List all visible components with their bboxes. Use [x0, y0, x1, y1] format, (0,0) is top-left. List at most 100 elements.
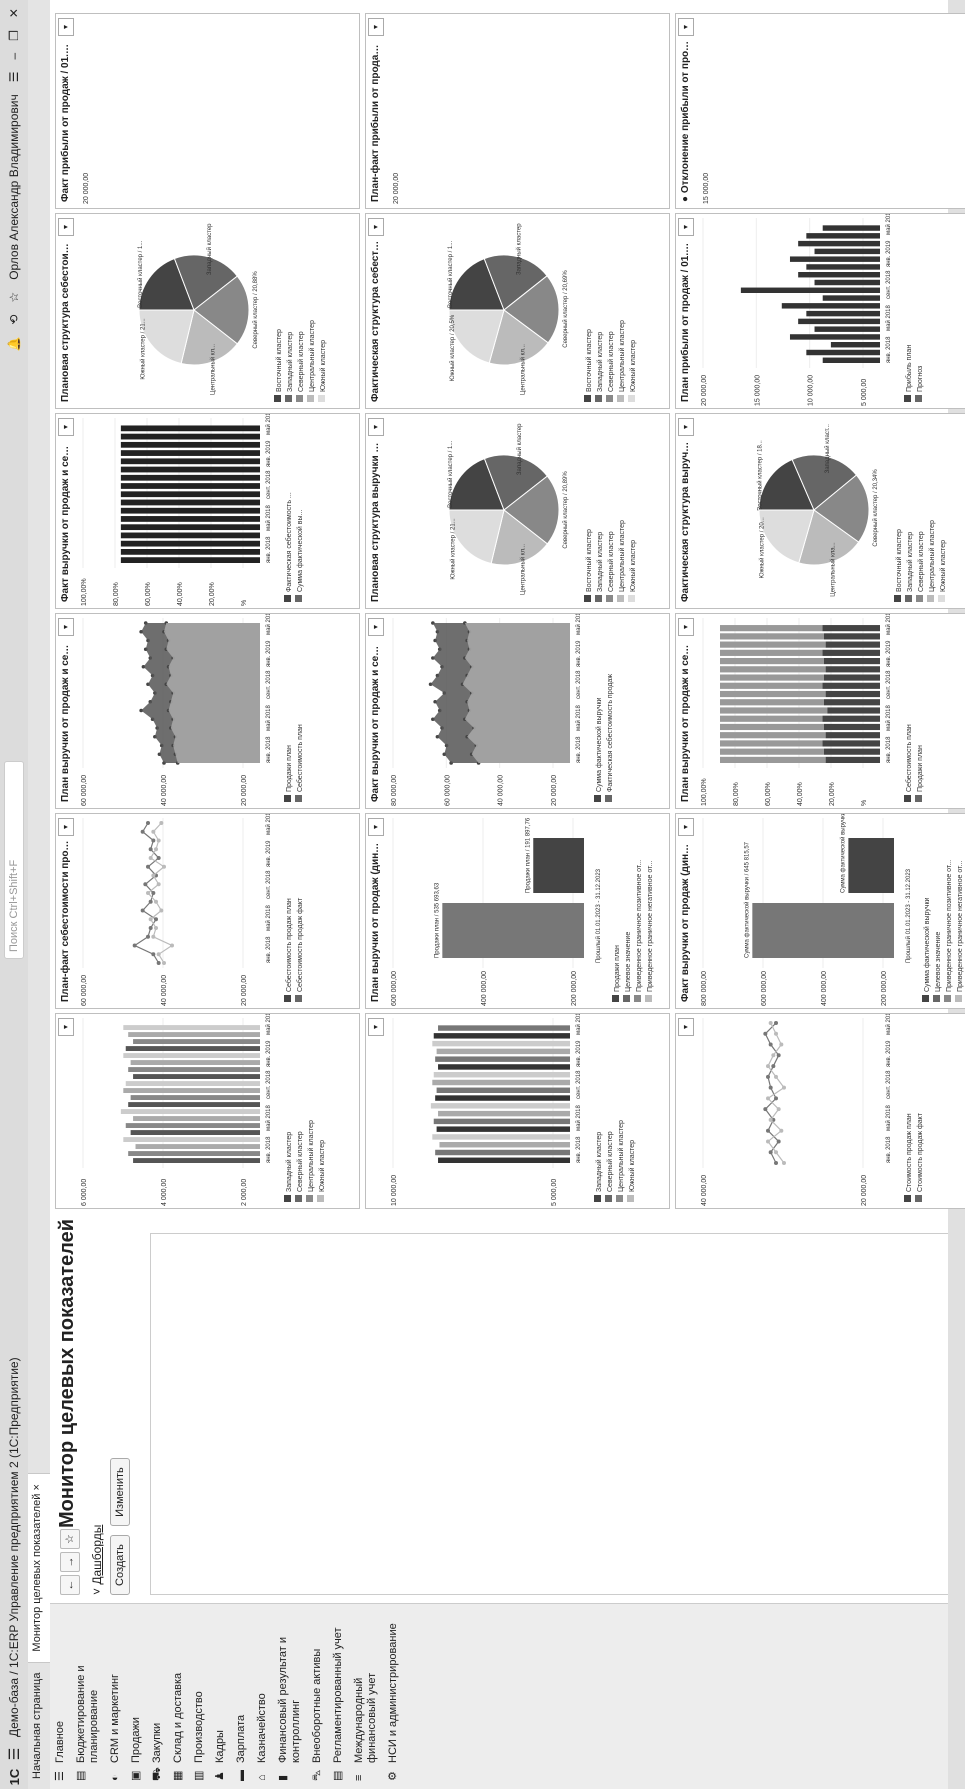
panel-menu-button[interactable]: ▾: [58, 818, 74, 836]
global-search-input[interactable]: Поиск Ctrl+Shift+F: [4, 761, 24, 959]
dashboards-list[interactable]: [150, 1233, 965, 1595]
panel-menu-button[interactable]: ▾: [58, 18, 74, 36]
dashboard-panel[interactable]: Факт выручки от продаж (динамика) / 31.1…: [675, 813, 965, 1009]
stack-segment: [825, 641, 881, 648]
dashboard-panel[interactable]: Факт прибыли от продаж / 01.01.2023 - 30…: [55, 13, 360, 209]
panel-menu-button[interactable]: ▾: [368, 818, 384, 836]
panel-menu-button[interactable]: ▾: [368, 18, 384, 36]
bar: [133, 1158, 260, 1163]
minimize-icon[interactable]: –: [7, 52, 21, 60]
panel-menu-button[interactable]: ▾: [678, 418, 694, 436]
create-button[interactable]: Создать: [110, 1535, 130, 1595]
panel-menu-button[interactable]: ▾: [678, 218, 694, 236]
legend-label: Себестоимость продаж план: [285, 898, 293, 992]
dashboard-panel[interactable]: План выручки от продаж и себестоимости (…: [675, 613, 965, 809]
bar: [814, 279, 880, 286]
sidebar-item-purchases[interactable]: ⛟ Закупки: [147, 1604, 168, 1789]
restore-icon[interactable]: ❐: [7, 30, 21, 41]
dashboard-panel[interactable]: ▾ 40 000,00 20 000,00 янв. 2018 май 2018 сент…: [675, 1013, 965, 1209]
dashboard-panel[interactable]: ● Отклонение прибыли от продаж / 01.01.2…: [675, 13, 965, 209]
star-icon[interactable]: ☆: [60, 1529, 80, 1549]
legend-swatch: [927, 595, 934, 602]
close-icon[interactable]: ✕: [7, 8, 21, 19]
sidebar-item-sales[interactable]: ▣ Продажи: [126, 1604, 147, 1789]
legend-swatch: [595, 595, 602, 602]
panel-menu-button[interactable]: ▾: [58, 618, 74, 636]
panel-menu-button[interactable]: ▾: [58, 218, 74, 236]
legend-swatch: [634, 995, 641, 1002]
panel-menu-button[interactable]: ▾: [678, 18, 694, 36]
dashboard-panel[interactable]: Факт выручки от продаж и себестоимости (…: [365, 613, 670, 809]
warehouse-icon: ▦: [172, 1770, 184, 1781]
dashboard-panel[interactable]: План-факт себестоимости продаж / 01.01.2…: [55, 813, 360, 1009]
sidebar-item-admin[interactable]: ⚙ НСИ и администрирование: [383, 1604, 404, 1789]
sidebar-item-salary[interactable]: ▬ Зарплата: [231, 1604, 252, 1789]
sidebar-item-reglament[interactable]: ▤ Регламентированный учет: [328, 1604, 349, 1789]
stack-segment: [824, 674, 880, 681]
dashboard-panel[interactable]: Фактическая структура выручки от продаж …: [675, 413, 965, 609]
dashboards-group-header[interactable]: ˅ Дашборды: [90, 1524, 104, 1595]
bar: [438, 1110, 570, 1117]
dashboard-panel[interactable]: Фактическая структура себестоимости прод…: [365, 213, 670, 409]
sidebar-item-finresult[interactable]: ▮ Финансовый результат и контроллинг: [273, 1604, 307, 1789]
dashboard-panel[interactable]: ▾ 6 000,00 4 000,00 2 000,00 янв. 2018 май 20…: [55, 1013, 360, 1209]
sidebar-item-label: Склад и доставка: [172, 1672, 184, 1763]
panel-menu-button[interactable]: ▾: [58, 1018, 74, 1036]
stack-segment: [720, 657, 824, 665]
sidebar: ☰ Главное ▤ Бюджетирование и планирование …: [50, 1603, 965, 1789]
sidebar-item-hr[interactable]: ♟ Кадры: [210, 1604, 231, 1789]
dashboard-panel[interactable]: Плановая структура выручки от продаж по …: [365, 413, 670, 609]
favorites-icon[interactable]: ☆: [7, 291, 21, 303]
legend-swatch: [307, 395, 314, 402]
bar: [438, 1157, 570, 1163]
panel-menu-button[interactable]: ▾: [678, 618, 694, 636]
y-tick-label: 2 000,00: [241, 1179, 248, 1206]
edit-button[interactable]: Изменить: [110, 1458, 130, 1526]
stack-segment: [825, 666, 881, 673]
tab-monitor[interactable]: Монитор целевых показателей ×: [28, 1473, 50, 1662]
sidebar-item-assets[interactable]: ⛍ Внеоборотные активы: [307, 1604, 328, 1789]
tab-home[interactable]: Начальная страница: [28, 1661, 50, 1789]
page-title: Монитор целевых показателей: [56, 1218, 78, 1528]
settings-icon[interactable]: ☰: [7, 71, 21, 83]
x-tick-label: сент. 2018: [266, 870, 272, 899]
dashboard-panel[interactable]: План-факт прибыли от продаж / 01.01.2023…: [365, 13, 670, 209]
panel-menu-button[interactable]: ▾: [368, 618, 384, 636]
sidebar-item-crm[interactable]: ◐ CRM и маркетинг: [105, 1604, 126, 1789]
panel-menu-button[interactable]: ▾: [368, 418, 384, 436]
menu-icon[interactable]: ☰: [5, 1747, 22, 1761]
forward-arrow-icon[interactable]: →: [60, 1552, 80, 1572]
dashboard-panel[interactable]: План прибыли от продаж / 01.01.2023 - 30…: [675, 213, 965, 409]
history-icon[interactable]: ⟲: [7, 314, 21, 325]
bar: [120, 557, 260, 563]
sidebar-item-budget[interactable]: ▤ Бюджетирование и планирование: [71, 1604, 105, 1789]
sidebar-item-ifrs[interactable]: ≡ Международный финансовый учет: [349, 1604, 383, 1789]
dashboard-panel[interactable]: План выручки от продаж и себестоимости (…: [55, 613, 360, 809]
sidebar-item-main[interactable]: ☰ Главное: [50, 1604, 71, 1789]
y-tick-label: 40 000,00: [498, 775, 505, 806]
legend-label: Северный кластер: [297, 331, 305, 392]
sidebar-item-treasury[interactable]: ⌂ Казначейство: [252, 1604, 273, 1789]
dashboard-panel[interactable]: Факт выручки от продаж и себестоимости (…: [55, 413, 360, 609]
pie-slice: [448, 509, 505, 565]
panel-menu-button[interactable]: ▾: [58, 418, 74, 436]
panel-menu-button[interactable]: ▾: [368, 1018, 384, 1036]
dashboard-panel[interactable]: ▾ 10 000,00 5 000,00 янв. 2018 май 2018 сент.…: [365, 1013, 670, 1209]
data-label: Продажи план / 535 693,63: [434, 882, 440, 958]
panel-menu-button[interactable]: ▾: [678, 818, 694, 836]
back-arrow-icon[interactable]: ←: [60, 1575, 80, 1595]
dashboard-panel[interactable]: План выручки от продаж (динамика) / 31.1…: [365, 813, 670, 1009]
car-icon: ⛍: [311, 1769, 323, 1781]
pie-slice: [503, 475, 560, 545]
y-tick-label: 400 000,00: [821, 971, 828, 1006]
panel-menu-button[interactable]: ▾: [368, 218, 384, 236]
series-line: [764, 1022, 780, 1164]
dashboard-panel[interactable]: Плановая структура себестоимости продаж …: [55, 213, 360, 409]
panel-menu-button[interactable]: ▾: [678, 1018, 694, 1036]
notifications-icon[interactable]: 🔔: [7, 336, 21, 352]
bag-icon: ▣: [130, 1770, 142, 1781]
sidebar-item-production[interactable]: ▥ Производство: [189, 1604, 210, 1789]
legend-swatch: [623, 995, 630, 1002]
user-name[interactable]: Орлов Александр Владимирович: [7, 94, 21, 280]
sidebar-item-warehouse[interactable]: ▦ Склад и доставка: [168, 1604, 189, 1789]
